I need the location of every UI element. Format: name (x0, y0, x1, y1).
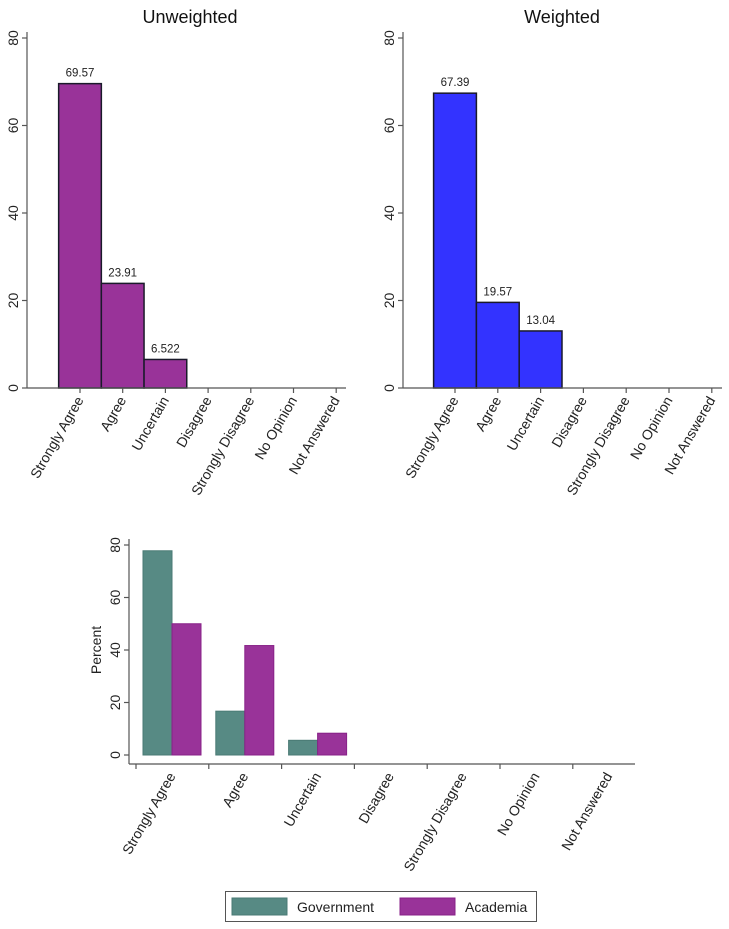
chart-by-sector: Percent 0 20 40 60 80 Strongly Agree Agree Unce… (88, 537, 635, 922)
chart-title: Weighted (524, 7, 600, 27)
bar-academia (171, 623, 202, 756)
data-label: 6.522 (151, 343, 180, 355)
bar (518, 330, 563, 389)
y-tick-label: 60 (107, 590, 123, 606)
x-tick-label: Uncertain (280, 770, 324, 830)
y-tick-label: 20 (381, 293, 397, 309)
bar (432, 92, 478, 389)
x-tick-label: No Opinion (494, 770, 543, 839)
legend-label-government: Government (297, 899, 374, 915)
y-tick-label: 20 (107, 695, 123, 711)
legend-swatch-government (231, 897, 288, 916)
y-tick-label: 60 (5, 118, 21, 134)
x-tick-label: Agree (472, 393, 505, 434)
bar-academia (317, 732, 348, 756)
y-tick-label: 80 (107, 537, 123, 553)
chart-unweighted: Unweighted 69.57 23.91 6.522 0 20 40 60 80 Stro… (5, 7, 346, 498)
x-tick-label: Disagree (355, 769, 397, 826)
y-tick-label: 40 (5, 205, 21, 221)
x-tick-label: Strongly Disagree (400, 769, 470, 874)
data-label: 67.39 (441, 77, 470, 89)
x-tick-label: Strongly Agree (27, 393, 87, 481)
x-tick-label: Uncertain (128, 394, 172, 454)
x-tick-label: Strongly Agree (402, 393, 462, 481)
bar-academia (244, 645, 275, 756)
legend-label-academia: Academia (465, 899, 527, 915)
x-tick-label: Agree (219, 769, 252, 810)
data-label: 23.91 (108, 267, 137, 279)
y-tick-label: 0 (5, 384, 21, 392)
bar (143, 358, 188, 389)
y-tick-label: 0 (381, 384, 397, 392)
x-tick-label: No Opinion (251, 394, 300, 463)
chart-title: Unweighted (142, 7, 237, 27)
legend: Government Academia (225, 891, 537, 922)
y-axis-title: Percent (88, 626, 104, 674)
x-tick-label: Agree (97, 393, 130, 434)
y-tick-label: 80 (5, 30, 21, 46)
x-tick-label: Not Answered (558, 770, 615, 853)
x-tick-label: No Opinion (627, 394, 676, 463)
y-tick-label: 20 (5, 293, 21, 309)
bar (475, 301, 520, 389)
x-tick-label: Disagree (173, 393, 215, 450)
data-label: 69.57 (66, 68, 95, 80)
bar-government (288, 739, 319, 756)
y-tick-label: 0 (107, 751, 123, 759)
x-tick-label: Disagree (548, 393, 590, 450)
x-tick-label: Uncertain (503, 394, 547, 454)
data-label: 13.04 (526, 315, 555, 327)
y-tick-label: 60 (381, 118, 397, 134)
x-tick-label: Strongly Agree (119, 769, 179, 857)
bar (57, 82, 103, 389)
bar-government (142, 550, 173, 756)
data-label: 19.57 (483, 286, 512, 298)
chart-weighted: Weighted 67.39 19.57 13.04 0 20 40 60 80 Strong… (381, 7, 722, 498)
y-tick-label: 40 (381, 205, 397, 221)
y-tick-label: 80 (381, 30, 397, 46)
y-tick-label: 40 (107, 642, 123, 658)
bar (100, 282, 145, 389)
legend-swatch-academia (399, 897, 456, 916)
bar-government (215, 710, 246, 756)
